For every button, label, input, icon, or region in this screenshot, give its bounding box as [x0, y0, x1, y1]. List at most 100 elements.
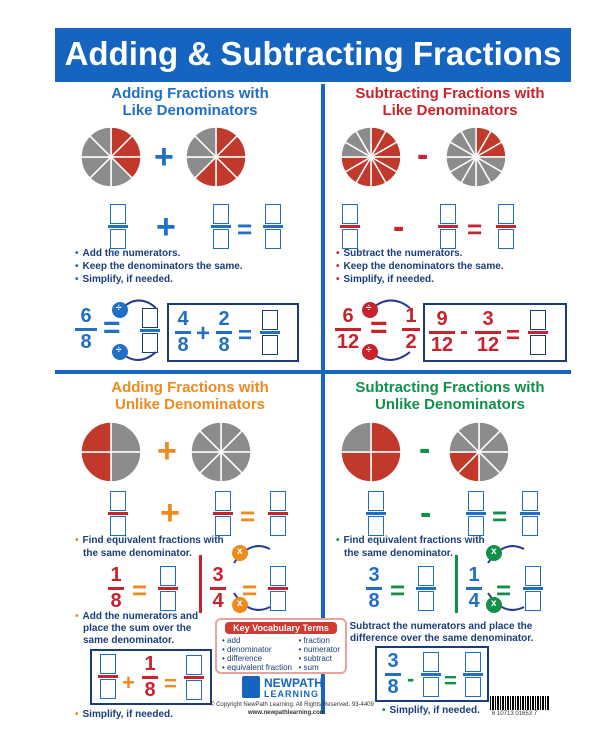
plus-sign: + [157, 432, 177, 470]
q1-blank-fraction-e [260, 310, 280, 355]
separator-bar [199, 555, 202, 613]
pizza-slice [110, 421, 142, 453]
pizza-slice [198, 421, 222, 454]
barcode-number: 6 10713 01653 7 [492, 711, 538, 717]
q3-blank-fraction-f [98, 654, 118, 699]
q2-pizza-right [445, 126, 507, 188]
pizza-slice [110, 451, 142, 483]
q3-step1-text: • Find equivalent fractions with the same… [75, 535, 224, 559]
q3-title: Adding Fractions with Unlike Denominator… [70, 379, 310, 413]
poster: Adding & Subtracting Fractions Adding Fr… [30, 28, 571, 720]
equals-sign: = [240, 501, 256, 531]
multiply-icon: x [491, 546, 497, 557]
q2-simplify-arrows [362, 299, 411, 361]
divide-icon: ÷ [366, 345, 372, 356]
q4-multiply-arrows [486, 545, 525, 613]
barcode [490, 696, 550, 710]
q2-title-line1: Subtracting Fractions with [355, 85, 545, 102]
website: www.newpathlearning.com [248, 710, 326, 716]
horizontal-divider [55, 370, 571, 374]
q3-title-line1: Adding Fractions with [111, 379, 269, 396]
plus-sign: + [156, 208, 176, 246]
equals-sign: = [467, 214, 483, 244]
pizza-slice [193, 126, 217, 159]
q3-step3-text: • Simplify, if needed. [75, 709, 173, 720]
copyright: © Copyright NewPath Learning. All Rights… [210, 702, 374, 708]
equals-sign: = [103, 311, 121, 344]
minus-sign: - [460, 318, 468, 345]
q1-blank-fraction-d [140, 308, 160, 353]
q2-title-line2: Like Denominators [382, 102, 518, 119]
pizza-slice [340, 421, 372, 453]
minus-sign: - [417, 136, 429, 174]
q1-pizza-left [80, 126, 142, 188]
q2-fraction-nine-twelfths: 9 12 [429, 308, 455, 356]
vocab-term: • numerator [298, 645, 340, 654]
q1-blank-fraction-c [263, 204, 283, 249]
page-title: Adding & Subtracting Fractions [55, 28, 571, 82]
q2-pizza-left [340, 126, 402, 188]
pizza-slice [88, 126, 112, 159]
pizza-slice [370, 421, 402, 453]
logo-mark-icon [242, 676, 260, 698]
minus-sign: - [419, 430, 431, 468]
multiply-icon: x [237, 598, 243, 609]
vocabulary-box: Key Vocabulary Terms • add • denominator… [215, 618, 347, 674]
pizza-slice [370, 451, 402, 483]
equals-sign: = [370, 311, 388, 344]
q1-bullets: • Add the numerators. • Keep the denominat… [75, 248, 243, 285]
plus-sign: + [122, 670, 135, 695]
q3-blank-fraction-d [158, 566, 178, 611]
minus-sign: - [407, 666, 415, 691]
vocabulary-heading: Key Vocabulary Terms [225, 622, 337, 634]
q3-blank-fraction-c [268, 491, 288, 536]
vocabulary-column-2: • fraction • numerator • subtract • sum [298, 636, 340, 672]
q1-title-line2: Like Denominators [122, 102, 258, 119]
pizza-slice [456, 421, 480, 454]
q3-blank-fraction-e [268, 566, 288, 611]
q1-blank-fraction-b [211, 204, 231, 249]
vocab-term: • equivalent fraction [222, 663, 292, 672]
vocab-term: • sum [298, 663, 319, 672]
q1-pizza-right [185, 126, 247, 188]
plus-sign: + [160, 494, 180, 532]
q4-pizza-right [448, 421, 510, 483]
equals-sign: = [444, 668, 457, 693]
multiply-icon: x [237, 546, 243, 557]
equals-sign: = [496, 575, 512, 605]
q4-blank-fraction-g [463, 652, 483, 697]
q4-step2-text: •Subtract the numerators and place the d… [342, 621, 534, 644]
divide-icon: ÷ [366, 303, 372, 314]
q2-blank-fraction-b [438, 204, 458, 249]
newpath-logo: NEWPATH LEARNING [242, 674, 324, 702]
pizza-slice [354, 126, 372, 160]
vertical-divider [321, 84, 325, 714]
q2-blank-fraction-d [528, 310, 548, 355]
q2-blank-fraction-c [496, 204, 516, 249]
q4-blank-fraction-d [416, 566, 436, 611]
q4-blank-fraction-e [523, 566, 543, 611]
q4-title-line1: Subtracting Fractions with [355, 379, 545, 396]
vocab-term: • denominator [222, 645, 272, 654]
minus-sign: - [420, 494, 432, 532]
q2-fraction-six-twelfths: 6 12 [335, 305, 361, 353]
equals-sign: = [242, 575, 258, 605]
separator-bar [455, 555, 458, 613]
vocabulary-column-1: • add • denominator • difference • equiv… [222, 636, 292, 672]
vocab-term: • fraction [298, 636, 330, 645]
q3-pizza-right [190, 421, 252, 483]
q4-step3-text: • Simplify, if needed. [382, 705, 480, 716]
plus-sign: + [154, 138, 174, 176]
q1-simplify-arrows [112, 299, 157, 361]
q4-blank-fraction-c [520, 491, 540, 536]
q1-blank-fraction-a [108, 204, 128, 249]
divide-icon: ÷ [116, 303, 122, 314]
equals-sign: = [238, 322, 253, 349]
q4-blank-fraction-b [466, 491, 486, 536]
q3-multiply-arrows [232, 545, 271, 613]
